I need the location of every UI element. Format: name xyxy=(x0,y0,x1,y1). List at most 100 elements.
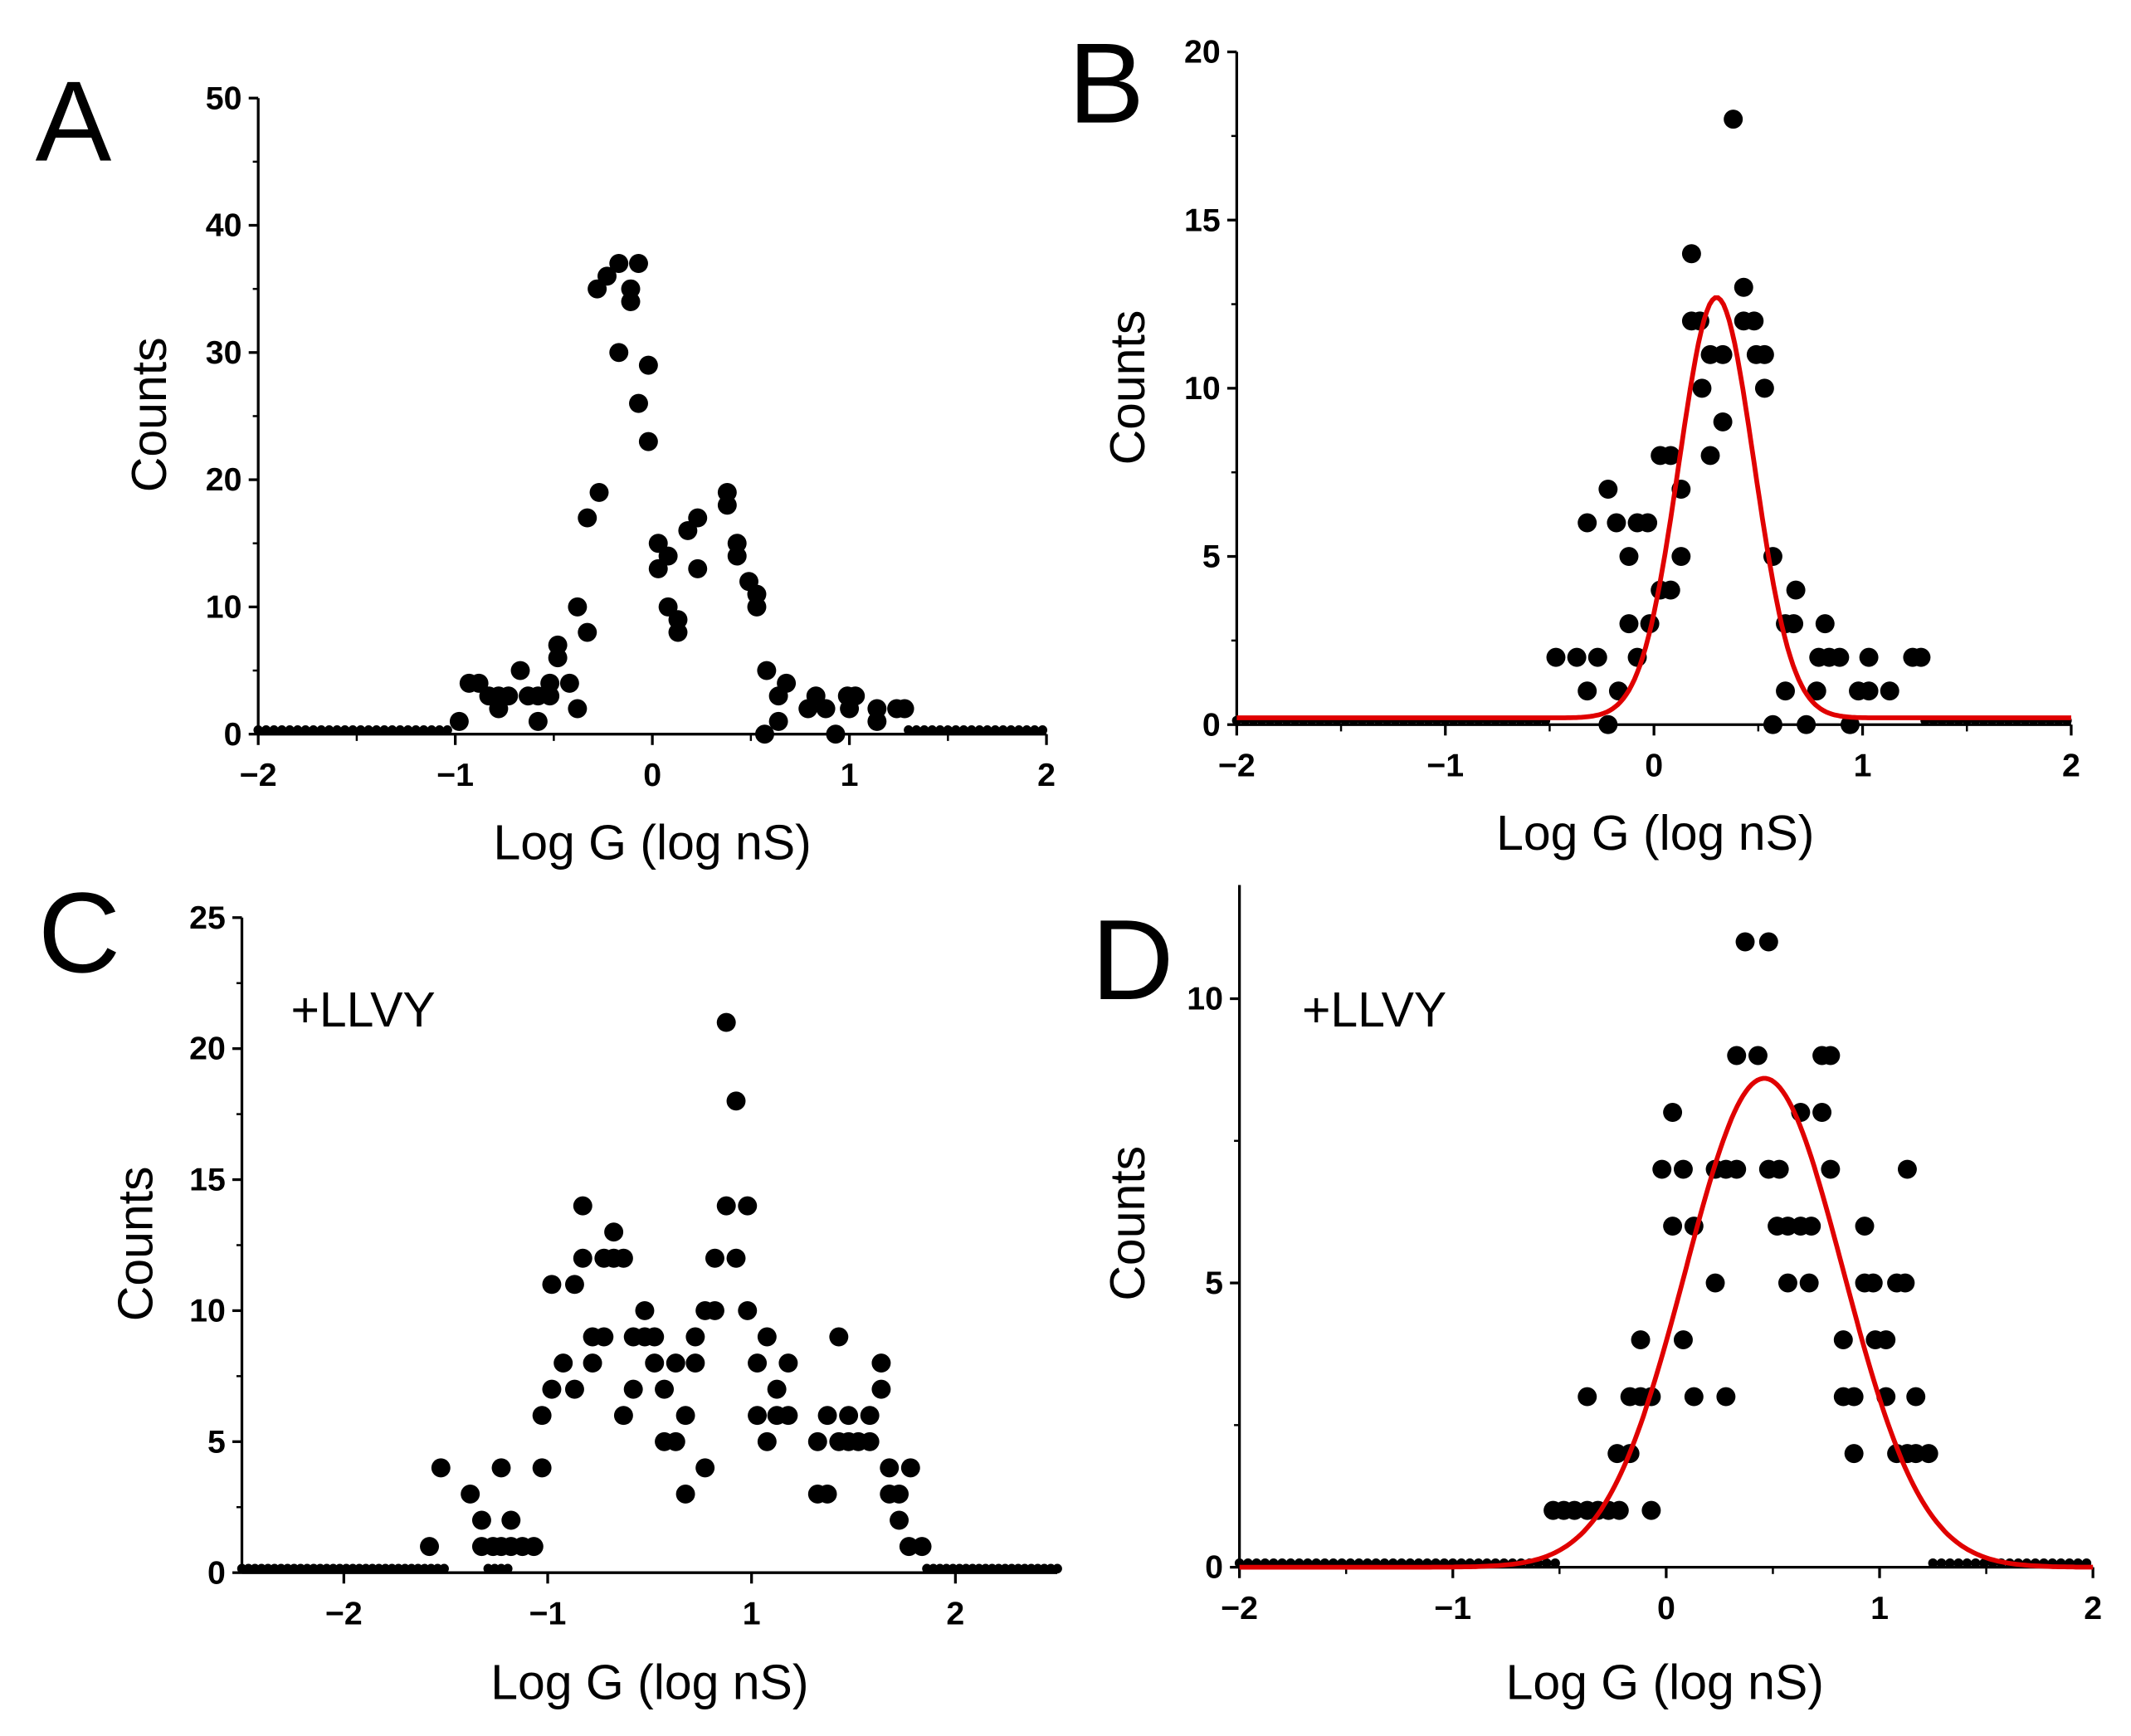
data-point xyxy=(1815,614,1835,634)
data-point xyxy=(578,622,597,642)
data-point xyxy=(1587,647,1607,667)
data-point-zero xyxy=(324,725,334,735)
x-tick-label: 1 xyxy=(1854,747,1872,783)
data-point xyxy=(1652,1159,1672,1179)
data-point xyxy=(890,1510,909,1530)
data-point xyxy=(1840,714,1860,734)
x-tick-label: −1 xyxy=(1434,1590,1471,1626)
data-point xyxy=(1763,714,1782,734)
data-point xyxy=(1807,681,1826,701)
data-point-zero xyxy=(368,1563,378,1573)
data-point-zero xyxy=(276,725,287,735)
data-point xyxy=(568,699,588,719)
data-point-zero xyxy=(250,1563,260,1573)
data-point-zero xyxy=(270,1563,280,1573)
data-point-zero xyxy=(954,1563,964,1573)
gaussian-fit-curve xyxy=(1236,295,2071,720)
data-point xyxy=(573,1248,592,1268)
data-point xyxy=(816,699,836,719)
data-point-zero xyxy=(393,1563,403,1573)
y-tick-label: 10 xyxy=(1184,370,1221,407)
x-tick-label: 1 xyxy=(743,1595,761,1631)
data-point-zero xyxy=(922,1563,932,1573)
panel-b: B 0 5 10 15 20 −2 −1 0 1 2 Log G (log nS) Counts xyxy=(1068,20,2080,861)
data-point xyxy=(717,495,737,515)
data-point-zero xyxy=(418,725,429,735)
data-point-zero xyxy=(1936,1558,1947,1568)
data-point-zero xyxy=(427,725,436,735)
data-point xyxy=(1724,110,1743,129)
data-point xyxy=(431,1458,451,1478)
data-point xyxy=(532,1406,552,1426)
data-point xyxy=(540,686,560,706)
data-point-zero xyxy=(308,725,319,735)
data-point-zero xyxy=(1962,1558,1973,1568)
panel-c: C +LLVY 0 5 10 15 20 25 −2 −1 1 2 Log G (log nS) Coun… xyxy=(38,869,1062,1709)
data-point-zero xyxy=(426,1563,436,1573)
data-point xyxy=(532,1458,552,1478)
data-point xyxy=(1598,714,1618,734)
data-point xyxy=(675,1484,695,1504)
data-point-zero xyxy=(411,725,421,735)
annotation-label: +LLVY xyxy=(290,983,435,1037)
data-point xyxy=(829,1327,849,1347)
data-point-zero xyxy=(302,1563,312,1573)
y-axis-label: Counts xyxy=(1101,1146,1155,1301)
y-tick-label: 10 xyxy=(1187,981,1223,1017)
data-point xyxy=(623,1379,643,1399)
data-point-zero xyxy=(387,1563,397,1573)
data-point xyxy=(666,1431,685,1451)
data-point-zero xyxy=(941,1563,952,1573)
data-point xyxy=(629,393,648,413)
x-tick-label: 0 xyxy=(643,757,661,793)
data-point xyxy=(573,1196,592,1216)
data-point xyxy=(658,546,678,566)
data-point-zero xyxy=(983,725,992,735)
data-point-zero xyxy=(442,725,452,735)
x-axis-label: Log G (log nS) xyxy=(1506,1656,1824,1709)
data-point xyxy=(1673,1330,1693,1350)
data-point xyxy=(767,1379,787,1399)
data-point-zero xyxy=(1032,1563,1043,1573)
data-point-zero xyxy=(434,725,445,735)
data-point-zero xyxy=(919,725,929,735)
data-point xyxy=(1641,1500,1661,1520)
data-point xyxy=(1786,580,1806,600)
data-point xyxy=(705,1248,724,1268)
data-point-zero xyxy=(269,725,279,735)
data-point xyxy=(839,1406,859,1426)
y-axis-label: Counts xyxy=(123,337,177,492)
data-point xyxy=(1797,714,1816,734)
y-tick-label: 5 xyxy=(1205,1265,1223,1301)
panel-d: D +LLVY 0 5 10 −2 −1 0 1 2 Log G (log nS) Counts xyxy=(1091,885,2102,1709)
x-tick-label: 0 xyxy=(1657,1590,1675,1626)
data-point-zero xyxy=(339,725,350,735)
data-point-zero xyxy=(395,725,405,735)
data-point xyxy=(609,254,629,273)
data-point-zero xyxy=(980,1563,991,1573)
data-point xyxy=(449,711,469,731)
data-point xyxy=(1895,1273,1915,1293)
data-point xyxy=(568,597,588,617)
data-point-zero xyxy=(334,1563,345,1573)
data-point xyxy=(1671,547,1691,567)
data-point xyxy=(578,508,597,528)
data-point-zero xyxy=(904,725,914,735)
y-tick-label: 5 xyxy=(1202,539,1221,575)
data-point xyxy=(589,482,609,502)
x-tick-label: −1 xyxy=(436,757,474,793)
data-point xyxy=(1681,244,1701,264)
data-point xyxy=(757,661,777,680)
data-point xyxy=(871,1353,891,1373)
data-point xyxy=(1598,480,1618,499)
data-point xyxy=(491,1458,511,1478)
data-point xyxy=(1748,1046,1768,1065)
data-point-zero xyxy=(961,1563,971,1573)
data-point-zero xyxy=(354,1563,364,1573)
data-point xyxy=(461,1484,480,1504)
data-point-zero xyxy=(321,1563,332,1573)
data-point xyxy=(1821,1046,1841,1065)
data-point-zero xyxy=(348,1563,358,1573)
data-point xyxy=(638,355,658,375)
y-tick-label: 15 xyxy=(189,1162,226,1198)
